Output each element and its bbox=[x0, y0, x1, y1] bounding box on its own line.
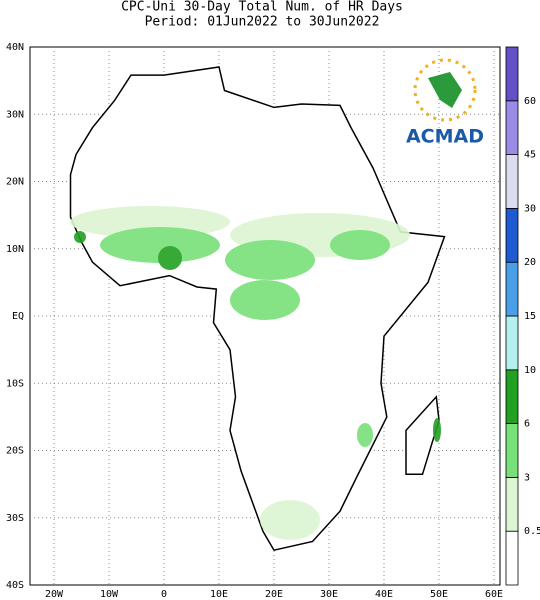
colorbar-label: 6 bbox=[524, 419, 530, 430]
lon-label: 40E bbox=[375, 589, 393, 600]
lat-label: 10N bbox=[6, 244, 24, 255]
colorbar-label: 30 bbox=[524, 203, 536, 214]
rain-area bbox=[260, 500, 320, 540]
colorbar-label: 20 bbox=[524, 257, 536, 268]
lat-label: 30S bbox=[6, 513, 24, 524]
colorbar-segment bbox=[505, 530, 519, 586]
lon-label: 20E bbox=[265, 589, 283, 600]
colorbar-segment bbox=[505, 369, 519, 424]
colorbar-segment bbox=[505, 315, 519, 371]
lon-label: 50E bbox=[430, 589, 448, 600]
colorbar-label: 0.5 bbox=[524, 526, 540, 537]
lon-label: 20W bbox=[45, 589, 64, 600]
logo-ring bbox=[413, 58, 477, 122]
colorbar-segment bbox=[505, 423, 519, 478]
logo: ACMAD bbox=[406, 58, 484, 148]
lon-label: 0 bbox=[161, 589, 167, 600]
lon-label: 10W bbox=[100, 589, 119, 600]
colorbar-segment bbox=[505, 100, 519, 156]
colorbar-label: 60 bbox=[524, 96, 536, 107]
rain-area bbox=[330, 230, 390, 260]
lat-label: 20S bbox=[6, 446, 24, 457]
colorbar-segment bbox=[505, 476, 519, 532]
rain-area bbox=[158, 246, 182, 270]
logo-africa bbox=[428, 72, 462, 108]
madagascar bbox=[405, 395, 440, 476]
lat-label: 10S bbox=[6, 378, 24, 389]
lat-label: 20N bbox=[6, 177, 24, 188]
colorbar-segment bbox=[505, 261, 519, 317]
lat-label: 40S bbox=[6, 580, 24, 591]
colorbar-label: 3 bbox=[524, 472, 530, 483]
lat-label: 30N bbox=[6, 109, 24, 120]
lon-label: 10E bbox=[210, 589, 228, 600]
rain-area bbox=[100, 227, 220, 263]
lat-label: EQ bbox=[12, 311, 24, 322]
lon-label: 30E bbox=[320, 589, 338, 600]
period: Period: 01Jun2022 to 30Jun2022 bbox=[145, 15, 380, 30]
logo-text: ACMAD bbox=[406, 126, 484, 148]
colorbar-segment bbox=[505, 154, 519, 209]
colorbar-label: 45 bbox=[524, 150, 536, 161]
rain-area bbox=[230, 280, 300, 320]
colorbar: 0.5 3 6 10 15 20 30 45 60 bbox=[505, 46, 540, 586]
lon-label: 60E bbox=[485, 589, 503, 600]
colorbar-label: 10 bbox=[524, 365, 536, 376]
colorbar-segment bbox=[505, 207, 519, 263]
colorbar-segment bbox=[505, 46, 519, 102]
axis-labels: 20W 10W 0 10E 20E 30E 40E 50E 60E 40N 30N 20N 10N EQ 1… bbox=[6, 42, 503, 600]
rain-area bbox=[433, 418, 441, 442]
rain-area bbox=[357, 423, 373, 447]
rain-area bbox=[74, 231, 86, 243]
colorbar-label: 15 bbox=[524, 311, 536, 322]
rain-area bbox=[225, 240, 315, 280]
title: CPC-Uni 30-Day Total Num. of HR Days bbox=[121, 0, 403, 15]
rain-areas bbox=[70, 206, 441, 540]
lat-label: 40N bbox=[6, 42, 24, 53]
